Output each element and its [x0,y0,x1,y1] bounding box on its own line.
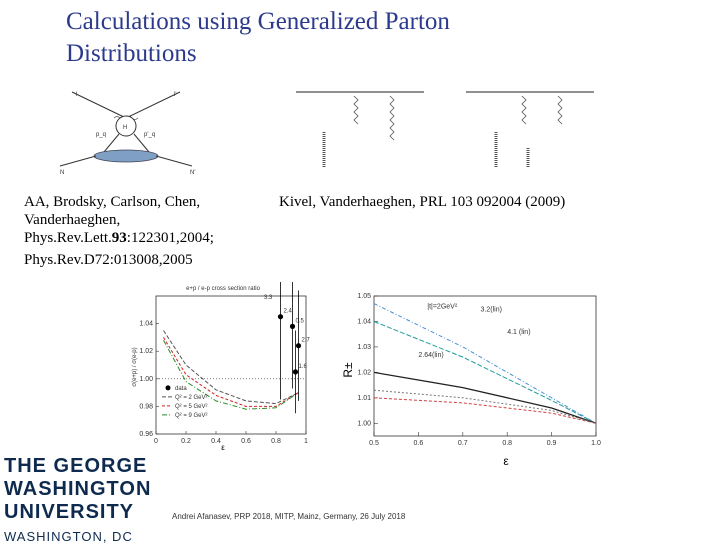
chart2-series-line [373,321,597,424]
chart1-title: e+p / e-p cross section ratio [186,286,261,292]
slide-title: Calculations using Generalized Parton Di… [66,8,450,67]
prl-volume: 93 [111,230,127,246]
feynman-diagram: l l' H p_q p'_q N N' [59,91,195,174]
chart2-ytick-label: 1.02 [357,369,371,376]
chart2-curve-label: 4.1 (lin) [507,329,530,336]
chart1-data-point [277,314,284,320]
chart1-data-point [289,323,296,329]
chart1-point-label: 3.3 [264,295,273,301]
photon-1a [353,95,359,125]
chart2-series-line [373,397,597,424]
nucleon-blob [93,149,159,163]
quark-line-in [103,133,120,153]
chart2-xtick-label: 0.5 [369,440,379,447]
chart2-ytick-label: 1.05 [357,293,371,300]
logo-line-4: WASHINGTON, DC [4,529,133,544]
chart2-ytick-label: 1.01 [357,395,371,402]
chart1-legend-label: Q² = 9 GeV² [175,413,208,419]
chart2-xtick-label: 0.7 [458,440,468,447]
chart1-series-line [163,330,299,405]
label-N-out: N' [190,170,195,174]
chart1-legend-label: Q² = 2 GeV² [175,395,208,401]
chart2-ylabel: R± [341,362,355,378]
chart1-ytick-label: 1.02 [139,348,153,355]
reference-right: Kivel, Vanderhaeghen, PRL 103 092004 (20… [279,194,566,210]
chart1-ylabel: σ(e+p) / σ(e-p) [132,347,138,386]
chart1-point-label: 2.7 [302,338,311,344]
chart1-series-line [163,337,299,407]
reference-left-prd: Phys.Rev.D72:013008,2005 [24,252,193,268]
label-pq-prime: p'_q [144,132,155,138]
university-logo: THE GEORGE WASHINGTON UNIVERSITY WASHING… [4,455,154,548]
nucleon-line-in [59,155,97,167]
chart2-ytick-label: 1.04 [357,318,371,325]
chart1-legend-label: data [175,386,187,392]
chart1-frame [155,295,307,435]
lepton-line-in [71,91,127,119]
quark-line-out [133,133,150,153]
chart2-xtick-label: 0.6 [414,440,424,447]
chart1-ytick-label: 0.98 [139,403,153,410]
chart2-xtick-label: 0.9 [547,440,557,447]
label-blob: H [123,125,127,131]
chart2-ytick-label: 1.03 [357,344,371,351]
lepton-line-out [125,91,181,119]
chart2-curve-label: 3.2(lin) [481,306,502,313]
prl-journal: Phys.Rev.Lett. [24,230,112,246]
chart1-ytick-label: 0.96 [139,431,153,438]
chart1-xtick-label: 0.2 [181,438,191,445]
chart2-xtick-label: 0.8 [502,440,512,447]
chart1-xtick-label: 0.8 [271,438,281,445]
chart1-point-label: 1.6 [299,364,308,370]
chart2-xtick-label: 1.0 [591,440,601,447]
chart1-xtick-label: 0.6 [241,438,251,445]
chart1-xlabel: ε [221,443,225,452]
nucleon-line-out [155,155,193,167]
logo-line-2: WASHINGTON [4,478,152,500]
chart1-xtick-label: 0 [154,438,158,445]
footer-text: Andrei Afanasev, PRP 2018, MITP, Mainz, … [172,512,406,521]
label-l-out: l' [174,92,176,98]
chart1-point-label: 2.4 [284,309,293,315]
label-l-in: l [76,92,77,98]
hard-blob [115,115,137,137]
chart1-legend-label: Q² = 5 GeV² [175,404,208,410]
photon-2b [557,95,563,125]
reference-left-authors: AA, Brodsky, Carlson, Chen, Vanderhaeghe… [24,194,201,228]
label-pq: p_q [96,132,106,138]
chart2-xlabel: ε [503,454,509,468]
photon-2a [521,95,527,125]
chart1-ytick-label: 1.04 [139,321,153,328]
chart2-series-line [373,389,597,424]
chart2-series-line [373,303,597,424]
chart1-data-point [292,369,299,375]
chart1-ytick-label: 1.00 [139,376,153,383]
reference-left: AA, Brodsky, Carlson, Chen, Vanderhaeghe… [24,193,274,269]
prl-pages: :122301,2004; [126,230,214,246]
label-N-in: N [60,170,64,174]
logo-line-3: UNIVERSITY [4,501,135,523]
chart1-legend-marker [165,385,171,391]
chart2-legend-label: |t|=2GeV² [427,304,458,311]
chart1-data-point [295,343,302,349]
chart2-ytick-label: 1.00 [357,420,371,427]
chart2-frame [373,295,597,437]
chart1-xtick-label: 0.4 [211,438,221,445]
chart2-series-line [373,371,597,424]
chart-cross-section-ratio: e+p / e-p cross section ratio ε σ(e+p) /… [132,282,311,452]
reference-left-prl: Phys.Rev.Lett.93:122301,2004; [24,229,274,247]
logo-line-1: THE GEORGE [4,455,148,477]
chart2-curve-label: 2.64(lin) [418,352,443,359]
photon-1b [389,95,395,141]
two-photon-diagrams [296,91,594,168]
chart1-xtick-label: 1 [304,438,308,445]
chart-R-ratio: ε R± 1.00 1.01 1.02 1.03 1.04 1.05 0.5 0.6 0.7 0.… [341,293,601,468]
chart1-point-label: 0.5 [296,318,305,324]
